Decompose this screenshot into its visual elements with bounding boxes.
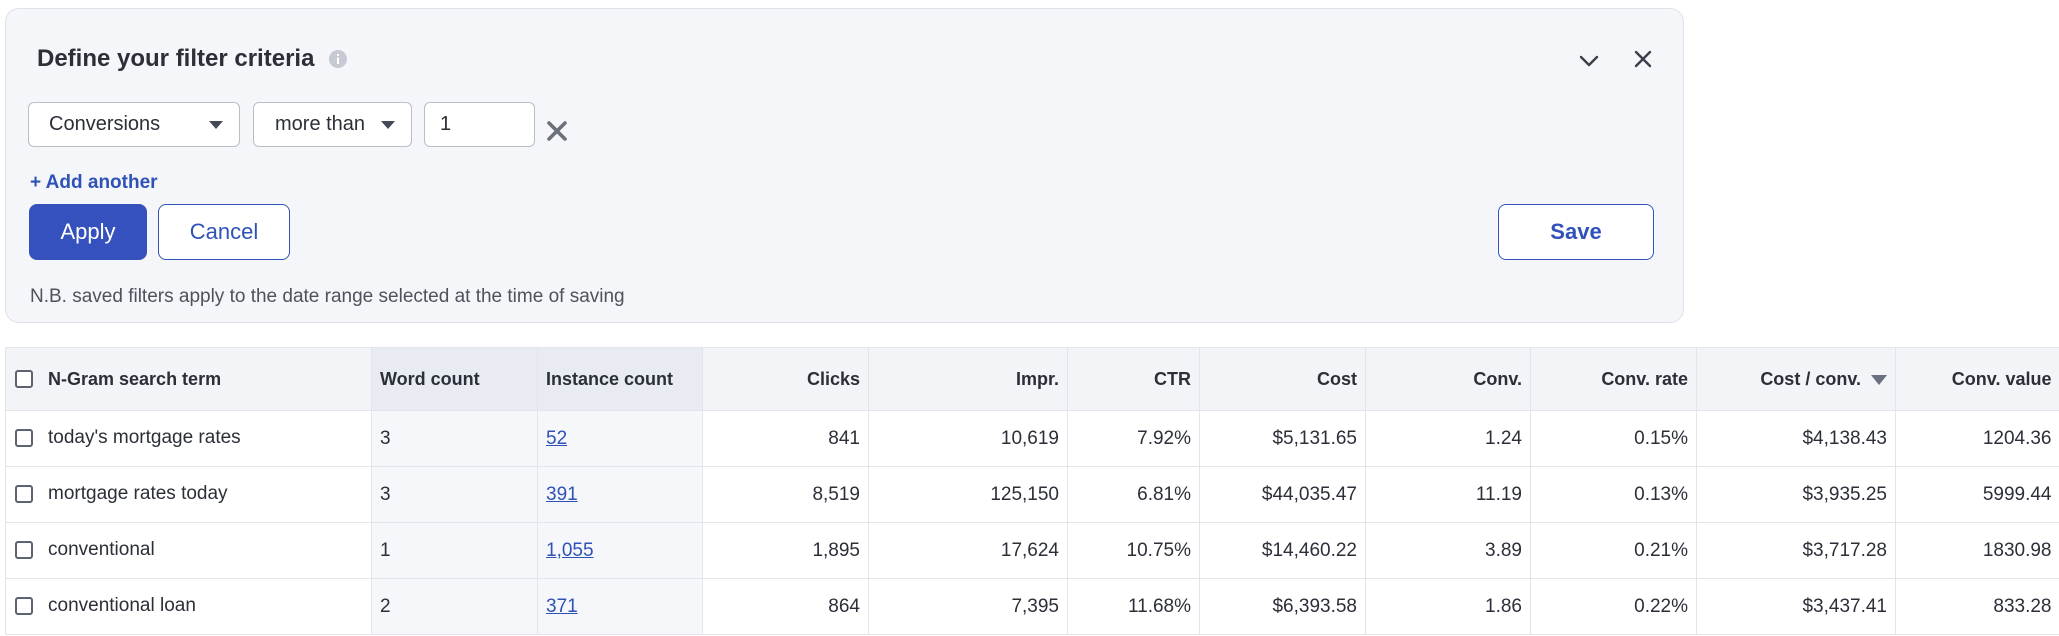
conv-value-cell: 833.28 [1895,578,2059,635]
word-count-cell: 2 [371,578,538,635]
conv-rate-cell: 0.13% [1530,466,1697,523]
cost-cell: $6,393.58 [1199,578,1366,635]
sort-descending-icon [1871,374,1887,385]
conv-rate-cell: 0.21% [1530,522,1697,579]
metric-select-value: Conversions [49,113,161,135]
cost-cell: $14,460.22 [1199,522,1366,579]
conv-cell: 11.19 [1365,466,1531,523]
clicks-cell: 8,519 [702,466,869,523]
conv-cell: 1.24 [1365,410,1531,467]
conv-value-cell: 1830.98 [1895,522,2059,579]
chevron-down-icon [1579,55,1599,67]
column-header-conv-value[interactable]: Conv. value [1895,347,2059,411]
ngram-table: N-Gram search term Word count Instance c… [5,347,2059,635]
cost-conv-cell: $4,138.43 [1696,410,1896,467]
caret-down-icon [381,121,395,129]
column-header-word-count[interactable]: Word count [371,347,538,411]
term-cell: conventional loan [5,578,372,635]
collapse-button[interactable] [1571,43,1607,79]
instance-count-cell: 1,055 [537,522,703,579]
saved-filter-note: N.B. saved filters apply to the date ran… [30,286,625,307]
instance-count-link[interactable]: 371 [546,595,578,617]
remove-criterion-button[interactable] [546,120,568,142]
save-button[interactable]: Save [1498,204,1654,260]
cost-conv-cell: $3,935.25 [1696,466,1896,523]
instance-count-cell: 52 [537,410,703,467]
filter-panel-title: Define your filter criteria [37,45,315,72]
impr-cell: 125,150 [868,466,1068,523]
select-all-checkbox[interactable] [15,370,33,389]
info-icon[interactable] [328,49,348,69]
clicks-cell: 841 [702,410,869,467]
row-checkbox[interactable] [15,541,33,560]
row-checkbox[interactable] [15,429,33,448]
term-cell: today's mortgage rates [5,410,372,467]
conv-cell: 1.86 [1365,578,1531,635]
column-header-conv[interactable]: Conv. [1365,347,1531,411]
cost-cell: $5,131.65 [1199,410,1366,467]
row-checkbox[interactable] [15,485,33,504]
filter-panel-header: Define your filter criteria [37,45,348,73]
instance-count-link[interactable]: 1,055 [546,539,594,561]
word-count-cell: 3 [371,466,538,523]
instance-count-link[interactable]: 52 [546,427,568,449]
conv-rate-cell: 0.22% [1530,578,1697,635]
column-header-ctr[interactable]: CTR [1067,347,1200,411]
column-header-cost-conv[interactable]: Cost / conv. [1696,347,1896,411]
add-another-link[interactable]: + Add another [30,172,158,193]
cost-conv-cell: $3,437.41 [1696,578,1896,635]
table-row[interactable]: conventional loan 2 371 864 7,395 11.68%… [5,578,2059,635]
conv-value-cell: 1204.36 [1895,410,2059,467]
table-header-row: N-Gram search term Word count Instance c… [5,347,2059,411]
caret-down-icon [209,121,223,129]
threshold-input[interactable] [424,102,535,147]
instance-count-cell: 391 [537,466,703,523]
clicks-cell: 864 [702,578,869,635]
table-row[interactable]: mortgage rates today 3 391 8,519 125,150… [5,466,2059,523]
conv-value-cell: 5999.44 [1895,466,2059,523]
column-header-impr[interactable]: Impr. [868,347,1068,411]
word-count-cell: 1 [371,522,538,579]
row-checkbox[interactable] [15,597,33,616]
instance-count-link[interactable]: 391 [546,483,578,505]
ngram-table-container: N-Gram search term Word count Instance c… [5,347,2059,636]
impr-cell: 10,619 [868,410,1068,467]
table-row[interactable]: conventional 1 1,055 1,895 17,624 10.75%… [5,522,2059,579]
close-icon [547,121,567,141]
term-cell: mortgage rates today [5,466,372,523]
cancel-button[interactable]: Cancel [158,204,290,260]
impr-cell: 7,395 [868,578,1068,635]
column-header-cost[interactable]: Cost [1199,347,1366,411]
ctr-cell: 10.75% [1067,522,1200,579]
operator-select[interactable]: more than [253,102,412,147]
conv-cell: 3.89 [1365,522,1531,579]
cost-cell: $44,035.47 [1199,466,1366,523]
column-header-clicks[interactable]: Clicks [702,347,869,411]
operator-select-value: more than [275,113,366,135]
word-count-cell: 3 [371,410,538,467]
ctr-cell: 7.92% [1067,410,1200,467]
impr-cell: 17,624 [868,522,1068,579]
column-header-term[interactable]: N-Gram search term [5,347,372,411]
column-header-instance-count[interactable]: Instance count [537,347,703,411]
metric-select[interactable]: Conversions [28,102,240,147]
ctr-cell: 11.68% [1067,578,1200,635]
column-header-conv-rate[interactable]: Conv. rate [1530,347,1697,411]
ctr-cell: 6.81% [1067,466,1200,523]
instance-count-cell: 371 [537,578,703,635]
conv-rate-cell: 0.15% [1530,410,1697,467]
apply-button[interactable]: Apply [29,204,147,260]
clicks-cell: 1,895 [702,522,869,579]
close-icon [1634,50,1652,68]
cost-conv-cell: $3,717.28 [1696,522,1896,579]
table-row[interactable]: today's mortgage rates 3 52 841 10,619 7… [5,410,2059,467]
filter-panel: Define your filter criteria Conversions … [5,8,1684,323]
term-cell: conventional [5,522,372,579]
close-panel-button[interactable] [1625,41,1661,77]
cost-conv-header-label: Cost / conv. [1760,368,1861,389]
